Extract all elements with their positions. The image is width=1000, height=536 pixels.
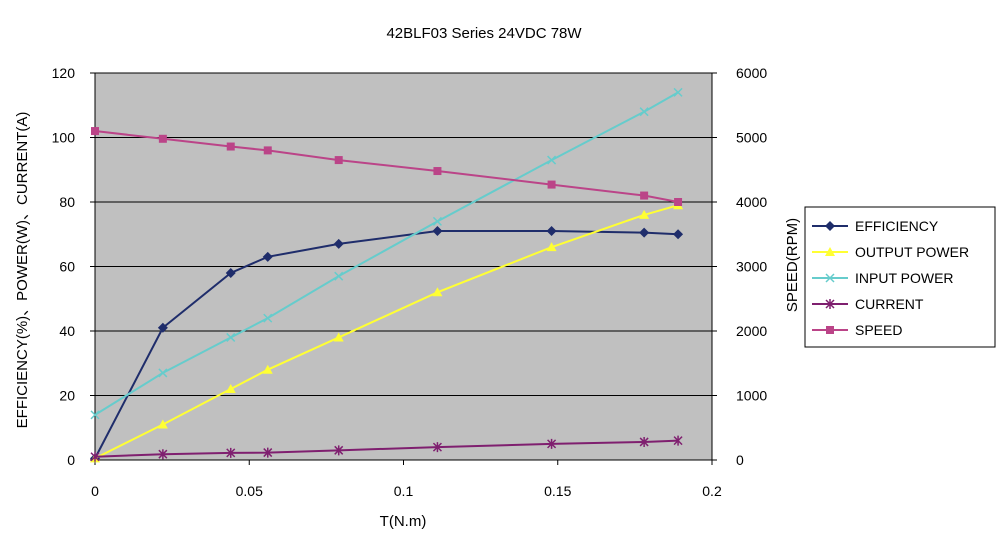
data-point-input-power <box>547 155 557 165</box>
legend-item-input-power: INPUT POWER <box>812 270 954 286</box>
data-point-efficiency <box>673 229 684 240</box>
data-point-current <box>432 442 442 453</box>
data-point-speed <box>547 180 556 189</box>
legend: EFFICIENCY OUTPUT POWER INPUT POWER CURRENT… <box>804 206 996 348</box>
right-tick-label: 6000 <box>736 65 767 81</box>
legend-item-current: CURRENT <box>812 296 924 312</box>
legend-marker <box>825 221 835 231</box>
data-point-input-power <box>226 332 236 342</box>
data-point-input-power <box>334 271 344 281</box>
legend-label: EFFICIENCY <box>855 218 939 234</box>
data-point-input-power <box>263 313 273 323</box>
right-tick-label: 2000 <box>736 323 767 339</box>
legend-item-output-power: OUTPUT POWER <box>812 244 969 260</box>
data-point-speed <box>158 134 167 143</box>
right-tick-label: 4000 <box>736 194 767 210</box>
data-point-input-power <box>158 368 168 378</box>
chart-title: 42BLF03 Series 24VDC 78W <box>386 25 582 42</box>
data-point-output-power <box>333 332 344 342</box>
data-point-efficiency <box>639 227 650 238</box>
data-point-output-power <box>546 242 557 252</box>
data-point-speed <box>433 167 442 176</box>
data-point-current <box>547 438 557 449</box>
data-point-efficiency <box>333 238 344 249</box>
data-point-output-power <box>157 419 168 429</box>
legend-marker <box>825 247 835 256</box>
data-point-current <box>158 449 168 460</box>
x-tick-label: 0.1 <box>394 483 414 499</box>
data-point-speed <box>334 156 343 165</box>
data-point-speed <box>226 142 235 151</box>
legend-label: SPEED <box>855 322 902 338</box>
left-tick-label: 0 <box>67 452 75 468</box>
data-point-current <box>639 436 649 447</box>
data-point-output-power <box>432 287 443 297</box>
series-input-power <box>90 87 683 420</box>
right-axis-ticks: 0 1000 2000 3000 4000 5000 6000 <box>712 65 767 468</box>
legend-item-speed: SPEED <box>812 322 902 338</box>
data-point-current <box>673 435 683 446</box>
data-point-input-power <box>432 216 442 226</box>
legend-marker <box>825 273 835 283</box>
data-point-current <box>334 445 344 456</box>
data-point-input-power <box>639 107 649 117</box>
data-point-output-power <box>262 364 273 374</box>
series-speed <box>91 127 683 206</box>
data-point-current <box>90 451 100 462</box>
left-tick-label: 40 <box>59 323 75 339</box>
x-tick-label: 0.05 <box>236 483 263 499</box>
left-tick-label: 100 <box>52 130 76 146</box>
y-axis-right-label: SPEED(RPM) <box>784 218 801 312</box>
x-tick-label: 0.2 <box>702 483 722 499</box>
x-tick-label: 0.15 <box>544 483 571 499</box>
right-tick-label: 3000 <box>736 259 767 275</box>
data-point-output-power <box>639 209 650 219</box>
left-tick-label: 20 <box>59 388 75 404</box>
left-axis-ticks: 0 20 40 60 80 100 120 <box>52 65 95 468</box>
data-point-efficiency <box>546 226 557 237</box>
x-axis-label: T(N.m) <box>380 513 427 530</box>
legend-item-efficiency: EFFICIENCY <box>812 218 939 234</box>
series-current <box>90 435 683 462</box>
right-tick-label: 5000 <box>736 130 767 146</box>
left-tick-label: 60 <box>59 259 75 275</box>
legend-label: OUTPUT POWER <box>855 244 969 260</box>
legend-marker <box>825 299 835 309</box>
data-point-input-power <box>90 410 100 420</box>
data-point-speed <box>263 146 272 155</box>
data-point-efficiency <box>225 267 236 278</box>
x-axis-ticks: 0 0.05 0.1 0.15 0.2 <box>91 460 722 499</box>
data-point-speed <box>674 198 683 206</box>
data-point-current <box>226 447 236 458</box>
data-point-current <box>263 447 273 458</box>
legend-label: INPUT POWER <box>855 270 954 286</box>
data-point-efficiency <box>262 251 273 262</box>
left-tick-label: 80 <box>59 194 75 210</box>
data-point-efficiency <box>157 322 168 333</box>
series-layer <box>90 87 684 464</box>
legend-marker <box>826 326 834 334</box>
grid-lines <box>95 137 712 396</box>
data-point-input-power <box>673 87 683 97</box>
data-point-speed <box>91 127 99 136</box>
data-point-efficiency <box>432 226 443 237</box>
left-tick-label: 120 <box>52 65 76 81</box>
y-axis-left-label: EFFICIENCY(%)、POWER(W)、CURRENT(A) <box>14 112 31 429</box>
x-tick-label: 0 <box>91 483 99 499</box>
legend-label: CURRENT <box>855 296 924 312</box>
right-tick-label: 0 <box>736 452 744 468</box>
data-point-output-power <box>225 384 236 394</box>
data-point-speed <box>640 191 649 200</box>
right-tick-label: 1000 <box>736 388 767 404</box>
